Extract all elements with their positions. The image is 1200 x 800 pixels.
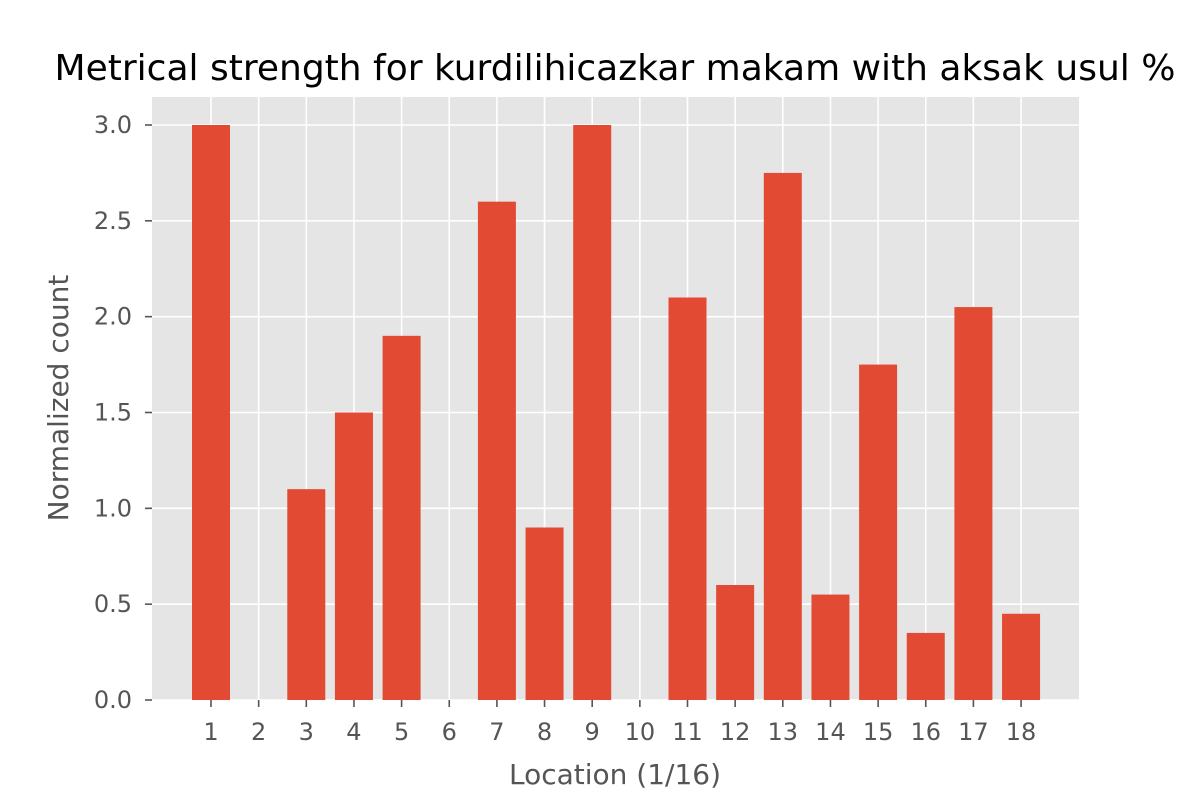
- x-tick-label: 3: [299, 718, 314, 746]
- x-axis: 1 2 3 4 5 6 7 8 9 10 11 12 13 14 15 16 17 18: [203, 700, 1036, 746]
- y-tick-label: 2.0: [94, 303, 132, 331]
- bar-location-9: [573, 125, 612, 700]
- x-tick-label: 7: [489, 718, 504, 746]
- y-tick-label: 1.5: [94, 399, 132, 427]
- y-tick-label: 0.5: [94, 590, 132, 618]
- y-tick-label: 0.0: [94, 686, 132, 714]
- x-tick-label: 6: [442, 718, 457, 746]
- x-tick-label: 17: [958, 718, 989, 746]
- bar-location-5: [382, 335, 421, 700]
- bars: [192, 125, 1041, 700]
- x-tick-label: 16: [910, 718, 941, 746]
- bar-location-4: [334, 412, 373, 700]
- bar-location-17: [954, 307, 993, 700]
- x-tick-label: 15: [863, 718, 894, 746]
- x-tick-label: 18: [1006, 718, 1037, 746]
- y-tick-label: 3.0: [94, 111, 132, 139]
- bar-location-12: [716, 585, 755, 700]
- x-tick-label: 9: [585, 718, 600, 746]
- y-axis: 0.0 0.5 1.0 1.5 2.0 2.5 3.0: [94, 111, 152, 714]
- y-axis-label: Normalized count: [42, 275, 75, 522]
- y-tick-label: 1.0: [94, 494, 132, 522]
- x-tick-label: 13: [768, 718, 799, 746]
- x-tick-label: 2: [251, 718, 266, 746]
- bar-location-1: [192, 125, 230, 700]
- bar-location-13: [763, 172, 802, 700]
- x-tick-label: 11: [672, 718, 703, 746]
- x-tick-label: 4: [346, 718, 361, 746]
- x-axis-label: Location (1/16): [509, 758, 721, 791]
- bar-location-7: [477, 201, 516, 700]
- bar-location-14: [811, 594, 850, 700]
- x-tick-label: 8: [537, 718, 552, 746]
- x-tick-label: 1: [203, 718, 218, 746]
- chart-title: Metrical strength for kurdilihicazkar ma…: [55, 48, 1176, 89]
- bar-location-3: [287, 489, 326, 700]
- bar-location-15: [859, 364, 898, 700]
- x-tick-label: 10: [625, 718, 656, 746]
- y-tick-label: 2.5: [94, 207, 132, 235]
- bar-location-18: [1002, 613, 1041, 700]
- x-tick-label: 5: [394, 718, 409, 746]
- x-tick-label: 14: [815, 718, 846, 746]
- bar-location-11: [668, 297, 707, 700]
- bar-location-8: [525, 527, 564, 700]
- x-tick-label: 12: [720, 718, 751, 746]
- bar-location-16: [906, 632, 945, 700]
